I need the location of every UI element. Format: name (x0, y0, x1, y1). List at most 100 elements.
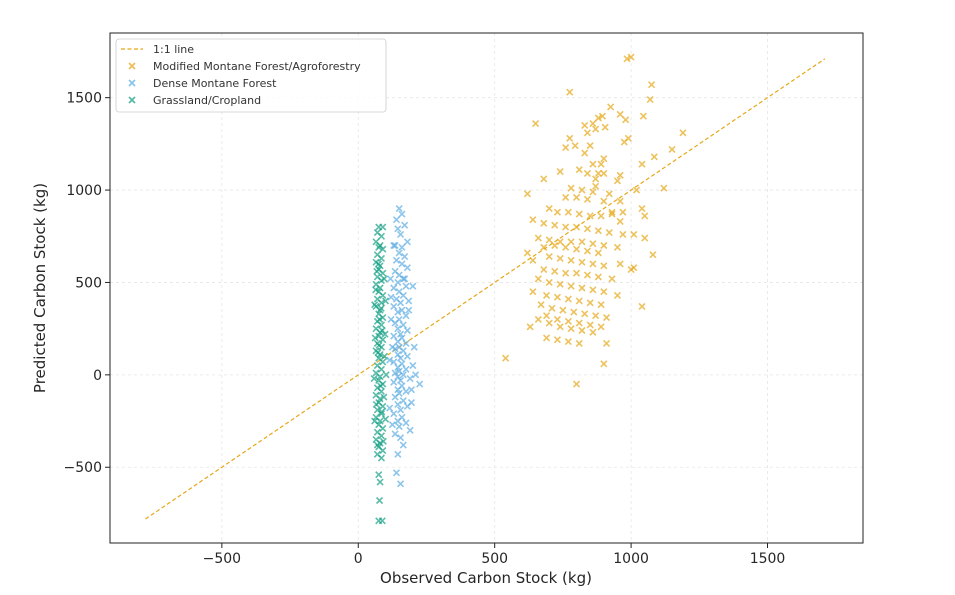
point-s2-64 (375, 471, 383, 479)
point-s0-80 (613, 243, 622, 251)
point-s1-51 (399, 371, 407, 379)
point-s0-112 (600, 288, 608, 296)
point-s2-81 (372, 400, 380, 408)
point-s0-79 (600, 241, 608, 250)
point-s0-146 (602, 339, 611, 348)
point-s0-21 (571, 142, 579, 150)
point-s0-143 (553, 336, 562, 344)
point-s0-42 (578, 186, 586, 194)
point-s0-70 (619, 230, 627, 238)
y-tick-label-0: −500 (64, 460, 102, 476)
point-s1-72 (391, 430, 399, 438)
x-tick-label-0: −500 (203, 551, 241, 567)
point-s2-89 (372, 286, 380, 294)
point-s2-9 (377, 254, 386, 263)
point-s1-13 (403, 264, 411, 272)
point-s1-32 (394, 325, 402, 333)
point-s2-27 (377, 321, 386, 329)
point-s2-1 (379, 223, 387, 231)
point-s0-41 (567, 184, 575, 192)
point-s1-55 (390, 378, 398, 386)
point-s1-25 (390, 302, 398, 311)
y-axis-ticks: −500 0 500 1000 1500 (64, 91, 110, 476)
point-s0-9 (532, 119, 540, 128)
point-s1-21 (399, 291, 407, 299)
point-s1-90 (407, 398, 416, 407)
point-s0-115 (542, 291, 551, 299)
y-tick-label-1: 0 (93, 368, 102, 384)
point-s0-149 (572, 380, 581, 388)
point-s0-119 (586, 299, 594, 307)
point-s0-33 (575, 166, 583, 174)
point-s0-12 (594, 114, 602, 122)
point-s0-51 (632, 186, 641, 194)
point-s0-139 (567, 325, 575, 333)
point-s0-59 (597, 212, 605, 220)
point-s0-46 (562, 193, 570, 202)
point-s2-13 (379, 269, 387, 277)
point-s1-69 (402, 419, 410, 427)
point-s0-35 (616, 171, 624, 179)
point-s2-3 (377, 232, 386, 240)
point-s0-122 (537, 301, 545, 309)
point-s2-68 (378, 517, 386, 525)
point-s1-35 (390, 332, 398, 340)
point-s0-56 (564, 208, 572, 216)
point-s1-73 (396, 434, 405, 442)
point-s0-66 (572, 223, 581, 231)
point-s2-69 (371, 301, 379, 309)
point-s0-50 (616, 197, 624, 205)
point-s0-123 (548, 304, 556, 312)
point-s2-37 (379, 358, 387, 366)
y-tick-label-2: 500 (75, 275, 102, 291)
legend-refline-label: 1:1 line (153, 43, 194, 56)
point-s2-77 (373, 267, 381, 275)
point-s1-71 (406, 426, 414, 434)
point-s0-55 (553, 208, 562, 216)
point-s2-63 (377, 454, 386, 462)
point-s0-94 (589, 260, 597, 268)
point-s1-31 (399, 321, 407, 329)
reference-line (145, 58, 826, 520)
point-s1-8 (398, 243, 406, 251)
legend-markers (128, 62, 136, 104)
point-s2-83 (375, 315, 384, 323)
point-s0-78 (589, 240, 597, 248)
point-s0-135 (526, 323, 534, 331)
point-s1-70 (395, 423, 403, 431)
point-s1-18 (402, 282, 410, 290)
point-s0-39 (613, 177, 622, 185)
point-s2-85 (375, 341, 383, 349)
point-s1-56 (416, 380, 424, 388)
point-s0-6 (639, 112, 647, 120)
point-s1-61 (391, 393, 399, 401)
point-s0-91 (556, 254, 564, 263)
point-s0-83 (551, 241, 559, 250)
point-s0-148 (600, 360, 608, 368)
point-s0-129 (542, 312, 551, 320)
point-s2-55 (379, 424, 387, 433)
point-s0-69 (605, 228, 613, 237)
point-s1-85 (387, 293, 395, 301)
point-s0-101 (572, 269, 581, 277)
point-s1-68 (394, 417, 402, 425)
point-s2-66 (375, 496, 384, 505)
point-s0-7 (616, 110, 624, 118)
point-s1-12 (398, 260, 406, 268)
point-s0-53 (641, 212, 649, 220)
point-s1-76 (392, 469, 401, 477)
point-s1-59 (402, 387, 410, 396)
point-s1-4 (394, 225, 402, 233)
point-s1-86 (409, 282, 417, 290)
point-s2-84 (377, 382, 385, 390)
point-s0-104 (608, 275, 616, 283)
point-s0-38 (592, 175, 600, 183)
point-s0-32 (556, 168, 564, 176)
point-s0-2 (566, 88, 574, 96)
point-s1-16 (399, 275, 407, 283)
reference-line-group (145, 58, 826, 520)
point-s0-109 (567, 282, 575, 290)
point-s2-91 (374, 260, 383, 268)
point-s0-25 (600, 155, 608, 163)
